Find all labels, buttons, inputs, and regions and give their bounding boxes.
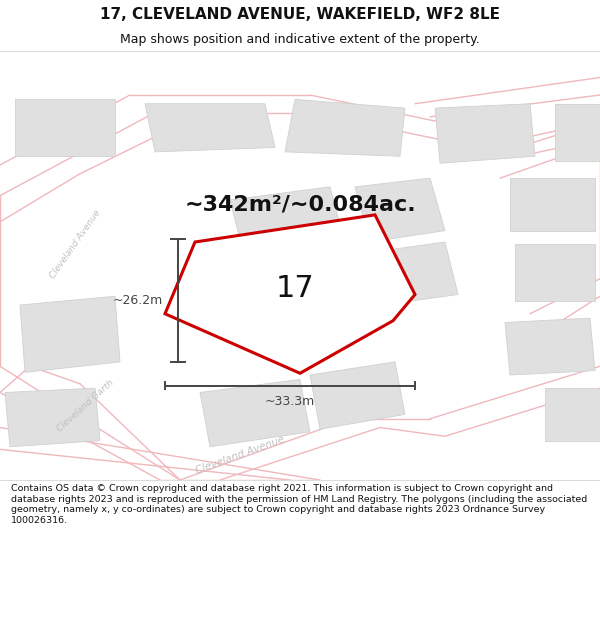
- Text: Cleveland Avenue: Cleveland Avenue: [194, 435, 286, 476]
- Polygon shape: [310, 362, 405, 429]
- Text: ~33.3m: ~33.3m: [265, 395, 315, 408]
- Polygon shape: [200, 379, 310, 447]
- Polygon shape: [145, 104, 275, 152]
- Polygon shape: [165, 215, 415, 373]
- Polygon shape: [20, 296, 120, 372]
- Polygon shape: [240, 257, 360, 327]
- Polygon shape: [435, 104, 535, 163]
- Polygon shape: [5, 388, 100, 447]
- Polygon shape: [15, 99, 115, 156]
- Polygon shape: [285, 99, 405, 156]
- Text: Cleveland Garth: Cleveland Garth: [55, 378, 115, 433]
- Polygon shape: [355, 178, 445, 242]
- Text: 17: 17: [276, 274, 314, 303]
- Polygon shape: [510, 178, 595, 231]
- Polygon shape: [545, 388, 600, 441]
- Polygon shape: [515, 244, 595, 301]
- Polygon shape: [555, 104, 600, 161]
- Text: Map shows position and indicative extent of the property.: Map shows position and indicative extent…: [120, 34, 480, 46]
- Text: 17, CLEVELAND AVENUE, WAKEFIELD, WF2 8LE: 17, CLEVELAND AVENUE, WAKEFIELD, WF2 8LE: [100, 7, 500, 22]
- Polygon shape: [505, 318, 595, 375]
- Text: Cleveland Avenue: Cleveland Avenue: [48, 208, 102, 280]
- Text: ~342m²/~0.084ac.: ~342m²/~0.084ac.: [184, 194, 416, 214]
- Polygon shape: [230, 187, 345, 259]
- Text: ~26.2m: ~26.2m: [113, 294, 163, 307]
- Polygon shape: [370, 242, 458, 305]
- Text: Contains OS data © Crown copyright and database right 2021. This information is : Contains OS data © Crown copyright and d…: [11, 484, 587, 524]
